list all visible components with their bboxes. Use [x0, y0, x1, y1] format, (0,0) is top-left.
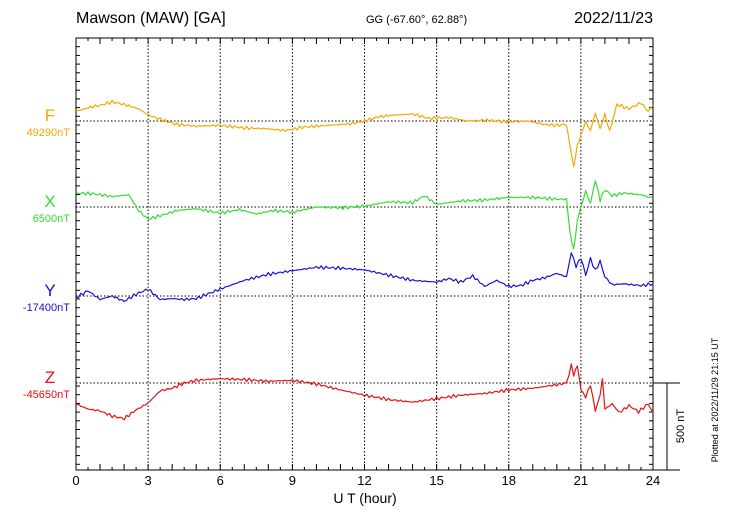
x-tick-label: 24	[646, 473, 660, 488]
x-axis-label: U T (hour)	[333, 490, 396, 506]
date-label: 2022/11/23	[574, 10, 653, 27]
scale-bar-label: 500 nT	[675, 409, 687, 444]
series-name-y: Y	[44, 281, 55, 300]
plot-area-frame	[75, 37, 654, 471]
series-lines	[75, 99, 654, 421]
series-line-y	[75, 252, 654, 303]
x-tick-label: 18	[502, 473, 516, 488]
series-baseline-label-y: -17400nT	[23, 302, 70, 314]
x-tick-label: 21	[574, 473, 588, 488]
x-tick-label: 12	[357, 473, 371, 488]
x-tick-label: 3	[145, 473, 152, 488]
series-baseline-label-f: 49290nT	[27, 127, 71, 139]
series-name-f: F	[45, 106, 55, 125]
series-line-x	[75, 180, 654, 250]
scale-bar: 500 nT	[653, 382, 687, 471]
plotted-at-label: Plotted at 2022/11/29 21:15 UT	[710, 337, 720, 462]
series-name-z: Z	[45, 368, 55, 387]
station-title: Mawson (MAW) [GA]	[76, 10, 226, 27]
tick-marks	[75, 37, 654, 470]
x-tick-label: 0	[72, 473, 79, 488]
x-tick-label: 9	[289, 473, 296, 488]
series-line-f	[75, 99, 654, 168]
series-name-x: X	[44, 192, 55, 211]
x-tick-labels: 0 3 6 9 12 15 18 21 24	[72, 473, 660, 488]
x-tick-label: 6	[217, 473, 224, 488]
series-line-z	[75, 363, 654, 421]
series-labels: F 49290nT X 6500nT Y -17400nT Z -45650nT	[23, 106, 70, 401]
grid-lines	[147, 38, 582, 470]
coordinates-label: GG (-67.60°, 62.88°)	[366, 14, 468, 26]
series-baseline-label-x: 6500nT	[33, 213, 71, 225]
x-tick-label: 15	[429, 473, 443, 488]
series-baseline-label-z: -45650nT	[23, 389, 70, 401]
